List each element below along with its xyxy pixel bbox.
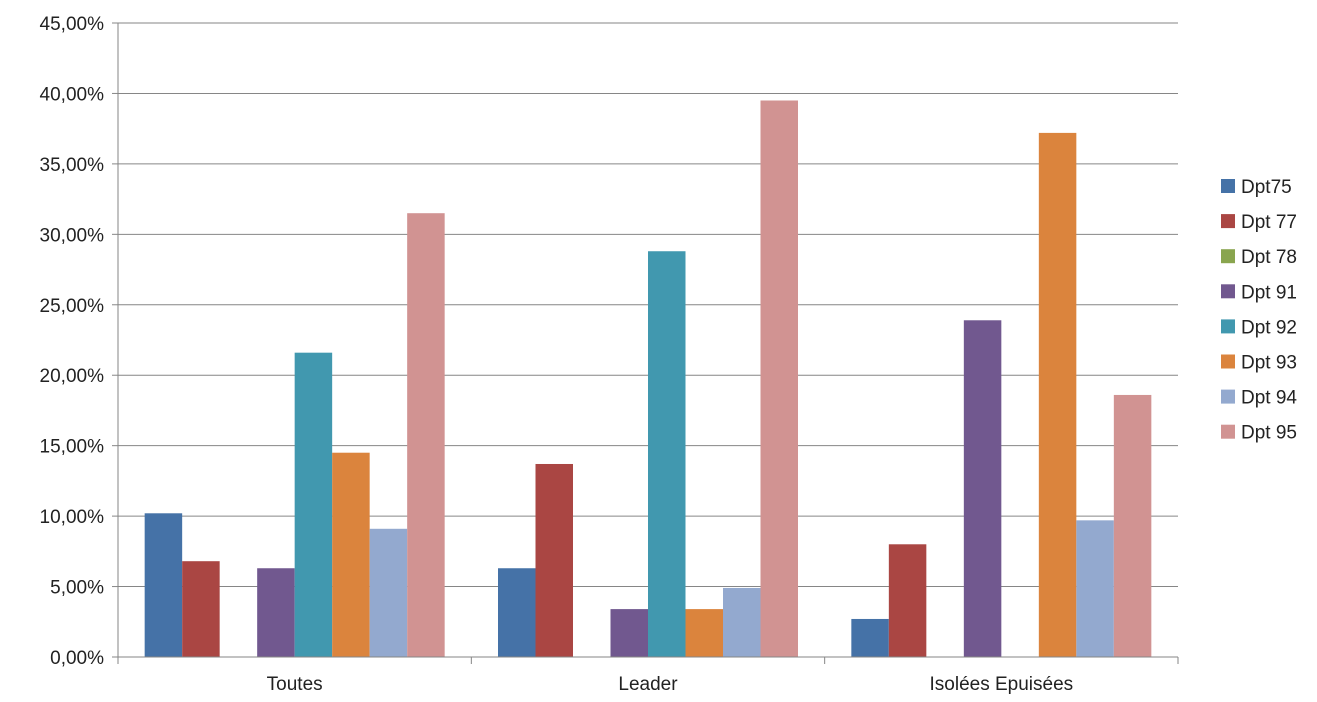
bar-dpt-93-toutes bbox=[332, 452, 370, 657]
legend-label: Dpt75 bbox=[1241, 177, 1292, 198]
y-tick-label: 0,00% bbox=[50, 648, 104, 669]
legend: Dpt75 Dpt 77 Dpt 78 Dpt 91 Dpt 92 Dpt 93 Dpt 9… bbox=[1221, 177, 1297, 444]
legend-swatch bbox=[1221, 214, 1235, 229]
legend-label: Dpt 93 bbox=[1241, 353, 1297, 374]
bar-dpt-94-toutes bbox=[369, 528, 408, 657]
legend-swatch bbox=[1221, 424, 1235, 439]
bar-dpt-77-toutes bbox=[182, 561, 220, 657]
bar-dpt75-toutes bbox=[144, 513, 183, 657]
bar-dpt-95-toutes bbox=[407, 213, 445, 657]
legend-swatch bbox=[1221, 389, 1235, 404]
legend-swatch bbox=[1221, 354, 1235, 369]
bar-dpt75-isolées-epuisées bbox=[851, 618, 889, 657]
bar-dpt-91-isolées-epuisées bbox=[963, 320, 1002, 657]
legend-swatch bbox=[1221, 249, 1235, 264]
y-tick-label: 20,00% bbox=[40, 366, 105, 387]
bar-dpt-95-leader bbox=[760, 100, 798, 657]
x-category-label: Leader bbox=[618, 674, 678, 695]
bar-dpt-94-isolées-epuisées bbox=[1076, 520, 1114, 657]
bar-dpt-93-leader bbox=[685, 609, 723, 657]
bar-dpt-77-isolées-epuisées bbox=[888, 544, 927, 657]
y-tick-label: 30,00% bbox=[40, 225, 105, 246]
bar-dpt75-leader bbox=[498, 568, 536, 657]
y-tick-label: 15,00% bbox=[40, 437, 105, 458]
legend-swatch bbox=[1221, 179, 1235, 193]
x-category-label: Isolées Epuisées bbox=[930, 674, 1074, 695]
bar-dpt-91-toutes bbox=[257, 568, 295, 657]
bar-dpt-94-leader bbox=[723, 587, 761, 657]
bar-dpt-95-isolées-epuisées bbox=[1113, 394, 1152, 657]
y-axis-tick-labels: 0,00% 5,00% 10,00% 15,00% 20,00% 25,00% 30,00%… bbox=[40, 14, 105, 669]
x-category-label: Toutes bbox=[267, 674, 323, 695]
x-axis-category-labels: Toutes Leader Isolées Epuisées bbox=[267, 674, 1073, 695]
y-tick-label: 10,00% bbox=[40, 507, 105, 528]
bar-dpt-92-toutes bbox=[294, 352, 333, 657]
legend-label: Dpt 95 bbox=[1241, 423, 1297, 444]
bar-dpt-77-leader bbox=[535, 463, 573, 657]
bar-dpt-92-leader bbox=[648, 251, 686, 658]
legend-label: Dpt 91 bbox=[1241, 282, 1297, 303]
y-tick-label: 40,00% bbox=[40, 84, 105, 105]
y-tick-label: 5,00% bbox=[50, 578, 104, 599]
legend-label: Dpt 78 bbox=[1241, 247, 1297, 268]
bar-dpt-91-leader bbox=[610, 609, 648, 657]
legend-label: Dpt 92 bbox=[1241, 317, 1297, 338]
legend-label: Dpt 77 bbox=[1241, 212, 1297, 233]
legend-label: Dpt 94 bbox=[1241, 388, 1297, 409]
bar-dpt-93-isolées-epuisées bbox=[1038, 132, 1077, 658]
axes bbox=[112, 22, 1179, 664]
y-tick-label: 25,00% bbox=[40, 296, 105, 317]
legend-swatch bbox=[1221, 284, 1235, 299]
y-tick-label: 35,00% bbox=[40, 155, 105, 176]
bars bbox=[144, 100, 1152, 658]
legend-swatch bbox=[1221, 319, 1235, 334]
y-tick-label: 45,00% bbox=[40, 14, 105, 35]
